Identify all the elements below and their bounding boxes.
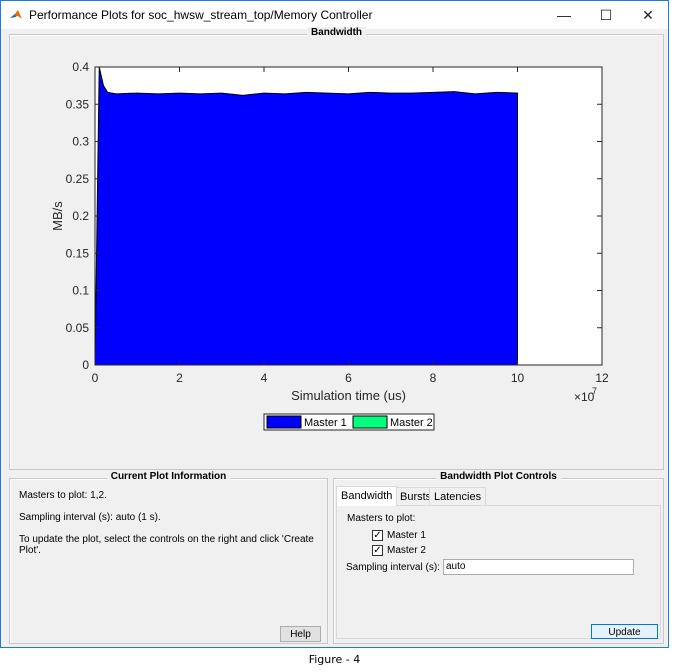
y-tick-label: 0.35 xyxy=(66,97,90,111)
sampling-interval-input[interactable]: auto xyxy=(443,559,634,575)
y-tick-label: 0.4 xyxy=(72,60,89,74)
legend-swatch-1 xyxy=(266,415,302,429)
x-tick-label: 4 xyxy=(261,371,268,385)
window-title: Performance Plots for soc_hwsw_stream_to… xyxy=(29,8,373,22)
close-button[interactable]: ✕ xyxy=(642,7,654,23)
master-2-checkbox[interactable]: ✓ xyxy=(372,545,383,556)
y-tick-label: 0.3 xyxy=(72,135,89,149)
tab-latencies[interactable]: Latencies xyxy=(429,487,487,505)
y-axis-label: MB/s xyxy=(50,201,65,231)
info-sampling: Sampling interval (s): auto (1 s). xyxy=(19,512,161,523)
x-tick-label: 0 xyxy=(92,371,99,385)
y-tick-label: 0.25 xyxy=(66,172,90,186)
title-bar: Performance Plots for soc_hwsw_stream_to… xyxy=(1,1,668,29)
y-tick-label: 0 xyxy=(82,358,89,372)
x-tick-label: 12 xyxy=(595,371,609,385)
legend-swatch-2 xyxy=(352,415,388,429)
x-tick-label: 8 xyxy=(430,371,437,385)
x-exponent-label: ×10 xyxy=(574,390,595,404)
x-exponent: 7 xyxy=(592,386,597,396)
legend-label-2: Master 2 xyxy=(390,417,433,429)
legend-box xyxy=(263,413,435,431)
minimize-button[interactable]: — xyxy=(557,7,571,23)
y-tick-label: 0.05 xyxy=(66,321,90,335)
matlab-logo-icon xyxy=(9,8,23,22)
maximize-button[interactable]: ☐ xyxy=(599,7,613,23)
master-1-checkbox[interactable]: ✓ xyxy=(372,530,383,541)
tab-bandwidth[interactable]: Bandwidth xyxy=(336,486,398,506)
master-1-label: Master 1 xyxy=(387,530,426,541)
bandwidth-chart: 0 2 4 6 8 10 12 0 0.05 0.1 0.15 0.2 0.25 0.3 0.35 0.4 Si… xyxy=(50,60,609,431)
x-tick-label: 10 xyxy=(511,371,525,385)
figure-window: Performance Plots for soc_hwsw_stream_to… xyxy=(0,0,669,648)
y-tick-label: 0.2 xyxy=(72,209,89,223)
x-axis-label: Simulation time (us) xyxy=(291,388,406,403)
x-tick-label: 2 xyxy=(176,371,183,385)
current-plot-info-panel: Current Plot Information Masters to plot… xyxy=(9,471,328,644)
tab-content: Masters to plot: ✓ Master 1 ✓ Master 2 S… xyxy=(336,505,661,639)
masters-label: Masters to plot: xyxy=(347,513,416,524)
update-button[interactable]: Update xyxy=(591,624,658,639)
bandwidth-plot-controls-panel: Bandwidth Plot Controls Bandwidth Bursts… xyxy=(333,471,664,644)
x-tick-label: 6 xyxy=(345,371,352,385)
panel-title: Bandwidth xyxy=(306,27,367,38)
help-button[interactable]: Help xyxy=(280,626,321,642)
legend-label-1: Master 1 xyxy=(304,417,347,429)
y-tick-label: 0.15 xyxy=(66,246,90,260)
panel-title: Current Plot Information xyxy=(106,471,231,482)
figure-caption: Figure - 4 xyxy=(308,653,361,666)
panel-title: Bandwidth Plot Controls xyxy=(436,471,561,482)
series-area-1 xyxy=(94,66,518,366)
info-instructions: To update the plot, select the controls … xyxy=(19,534,314,556)
master-2-label: Master 2 xyxy=(387,545,426,556)
sampling-interval-label: Sampling interval (s): xyxy=(346,562,440,573)
info-masters: Masters to plot: 1,2. xyxy=(19,490,107,501)
tab-bursts[interactable]: Bursts xyxy=(395,487,437,505)
y-tick-label: 0.1 xyxy=(72,284,89,298)
bandwidth-panel: Bandwidth xyxy=(9,27,664,470)
